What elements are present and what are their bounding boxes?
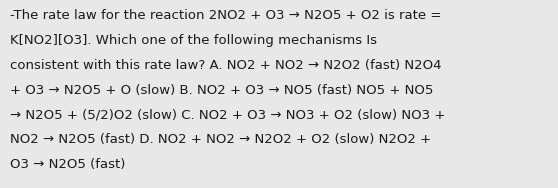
Text: NO2 → N2O5 (fast) D. NO2 + NO2 → N2O2 + O2 (slow) N2O2 +: NO2 → N2O5 (fast) D. NO2 + NO2 → N2O2 + … — [10, 133, 431, 146]
Text: consistent with this rate law? A. NO2 + NO2 → N2O2 (fast) N2O4: consistent with this rate law? A. NO2 + … — [10, 59, 441, 72]
Text: → N2O5 + (5/2)O2 (slow) C. NO2 + O3 → NO3 + O2 (slow) NO3 +: → N2O5 + (5/2)O2 (slow) C. NO2 + O3 → NO… — [10, 109, 445, 122]
Text: K[NO2][O3]. Which one of the following mechanisms Is: K[NO2][O3]. Which one of the following m… — [10, 34, 377, 47]
Text: -The rate law for the reaction 2NO2 + O3 → N2O5 + O2 is rate =: -The rate law for the reaction 2NO2 + O3… — [10, 9, 441, 22]
Text: + O3 → N2O5 + O (slow) B. NO2 + O3 → NO5 (fast) NO5 + NO5: + O3 → N2O5 + O (slow) B. NO2 + O3 → NO5… — [10, 84, 434, 97]
Text: O3 → N2O5 (fast): O3 → N2O5 (fast) — [10, 158, 126, 171]
